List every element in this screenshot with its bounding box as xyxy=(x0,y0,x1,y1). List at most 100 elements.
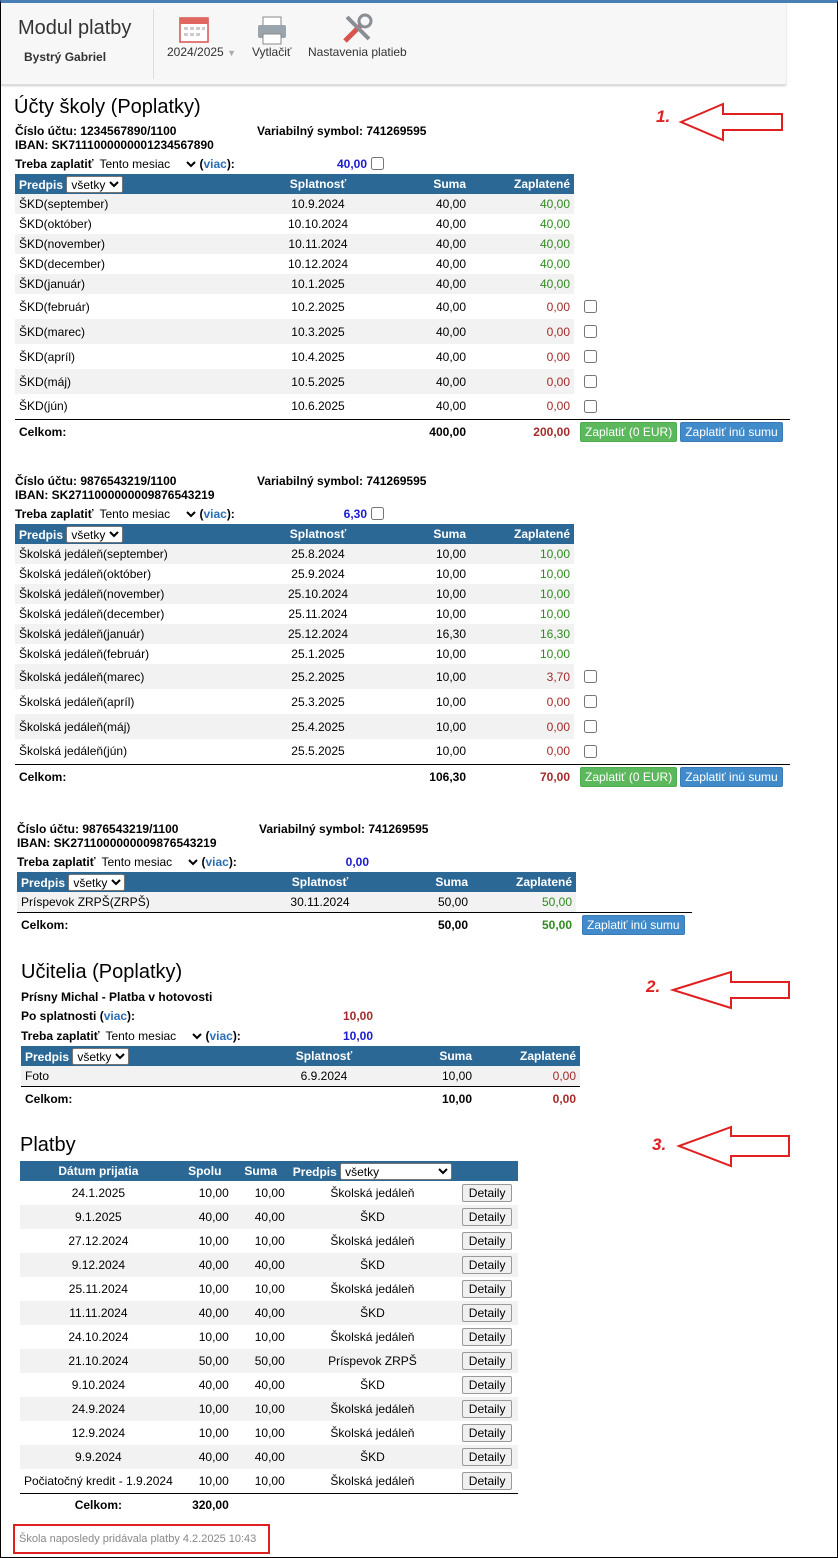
cell: Školská jedáleň(november) xyxy=(15,584,265,604)
checkbox[interactable] xyxy=(584,720,597,733)
pay-button[interactable]: Zaplatiť inú sumu xyxy=(680,767,783,788)
cell: ŠKD(január) xyxy=(15,274,265,294)
total-row: Celkom: 400,00 200,00 Zaplatiť (0 EUR) Zapla… xyxy=(15,418,790,445)
cell: 40,00 xyxy=(176,1301,233,1325)
cell: 40,00 xyxy=(176,1445,233,1469)
pay-button[interactable]: Zaplatiť (0 EUR) xyxy=(580,422,678,443)
details-button[interactable]: Detaily xyxy=(461,1184,513,1202)
fee-row: Školská jedáleň(november) 25.10.2024 10,00… xyxy=(15,584,790,604)
fee-row: ŠKD(marec) 10.3.2025 40,00 0,00 xyxy=(15,319,790,344)
details-button[interactable]: Detaily xyxy=(461,1280,513,1298)
calendar-icon[interactable] xyxy=(179,15,209,43)
checkbox[interactable] xyxy=(584,300,597,313)
details-button[interactable]: Detaily xyxy=(461,1256,513,1274)
print-label[interactable]: Vytlačiť xyxy=(252,45,292,59)
period-select[interactable]: Tento mesiac xyxy=(97,854,202,870)
cell: 0,00 xyxy=(546,349,570,364)
more-link[interactable]: viac xyxy=(209,1029,233,1043)
cell: 10,00 xyxy=(371,664,470,689)
cell: 10,00 xyxy=(198,1473,229,1488)
cell xyxy=(233,1493,289,1517)
total-label: Celkom: xyxy=(21,1085,271,1112)
checkbox[interactable] xyxy=(584,350,597,363)
iban: IBAN: SK7111000000001234567890 xyxy=(15,138,214,152)
cell xyxy=(574,344,790,369)
filter-select[interactable]: všetky xyxy=(72,1047,130,1065)
payment-row: 9.1.2025 40,00 40,00 ŠKD Detaily xyxy=(20,1205,519,1229)
print-icon[interactable] xyxy=(256,15,288,45)
details-button[interactable]: Detaily xyxy=(461,1304,513,1322)
cell: 0,00 xyxy=(546,399,570,414)
checkbox[interactable] xyxy=(584,695,597,708)
cell: 25.2.2025 xyxy=(265,664,371,689)
cell: 40,00 xyxy=(371,234,470,254)
more-link[interactable]: viac xyxy=(203,157,227,171)
filter-select[interactable]: všetky xyxy=(66,525,124,543)
pay-button[interactable]: Zaplatiť inú sumu xyxy=(582,915,685,936)
cell: 40,00 xyxy=(371,194,470,214)
cell: 10.12.2024 xyxy=(287,257,349,271)
period-select[interactable]: Tento mesiac xyxy=(95,156,200,172)
checkbox[interactable] xyxy=(371,507,384,520)
checkbox[interactable] xyxy=(584,399,597,413)
cell xyxy=(265,418,371,445)
year-selector[interactable]: 2024/2025 ▼ xyxy=(167,45,236,59)
settings-icon[interactable] xyxy=(341,13,373,45)
cell: 40,00 xyxy=(435,349,466,364)
details-button[interactable]: Detaily xyxy=(461,1471,513,1490)
account: Číslo účtu: 9876543219/1100 IBAN: SK27110… xyxy=(17,822,692,938)
payment-row: 24.9.2024 10,00 10,00 Školská jedáleň Detail… xyxy=(20,1397,519,1421)
cell: Školská jedáleň xyxy=(288,1397,457,1421)
filter-select[interactable]: všetky xyxy=(66,175,124,193)
details-button[interactable]: Detaily xyxy=(461,1448,513,1466)
cell: Školská jedáleň xyxy=(330,1186,415,1200)
cell: Školská jedáleň(január) xyxy=(15,624,265,644)
cell: 40,00 xyxy=(470,274,574,294)
checkbox[interactable] xyxy=(584,744,597,758)
settings-label[interactable]: Nastavenia platieb xyxy=(308,45,407,59)
pay-button[interactable]: Zaplatiť (0 EUR) xyxy=(580,767,678,788)
account-number: Číslo účtu: 9876543219/1100 xyxy=(17,822,179,836)
more-link[interactable]: viac xyxy=(203,507,227,521)
cell: 9.9.2024 xyxy=(20,1445,177,1469)
text: ( xyxy=(199,157,204,171)
column-label: Zaplatené xyxy=(519,1049,576,1063)
column-header: Zaplatené xyxy=(476,1046,580,1066)
more-link[interactable]: viac xyxy=(205,855,229,869)
cell: ŠKD(jún) xyxy=(19,399,68,414)
cell: Detaily xyxy=(456,1469,518,1493)
total-row: Celkom: 10,00 0,00 xyxy=(21,1085,580,1112)
checkbox[interactable] xyxy=(584,325,597,338)
details-button[interactable]: Detaily xyxy=(461,1376,513,1394)
cell: 3,70 xyxy=(470,664,574,689)
payment-row: 9.9.2024 40,00 40,00 ŠKD Detaily xyxy=(20,1445,519,1469)
spacer xyxy=(574,524,790,544)
column-header: Predpis všetky xyxy=(288,1161,457,1181)
checkbox[interactable] xyxy=(371,157,384,170)
cell: ŠKD xyxy=(288,1253,457,1277)
details-button[interactable]: Detaily xyxy=(461,1232,513,1250)
cell: 10,00 xyxy=(435,744,466,759)
checkbox[interactable] xyxy=(584,375,597,388)
cell: 10.1.2025 xyxy=(265,274,371,294)
cell: Detaily xyxy=(456,1373,518,1397)
cell xyxy=(574,584,790,604)
details-button[interactable]: Detaily xyxy=(461,1352,513,1370)
details-button[interactable]: Detaily xyxy=(461,1400,513,1418)
pay-button[interactable]: Zaplatiť inú sumu xyxy=(680,422,783,443)
cell: 40,00 xyxy=(435,217,466,231)
cell: 10,00 xyxy=(371,544,470,564)
separator xyxy=(153,9,154,79)
section-title: Učitelia (Poplatky) xyxy=(21,961,183,983)
more-link[interactable]: viac xyxy=(103,1009,128,1023)
details-button[interactable]: Detaily xyxy=(461,1328,513,1346)
details-button[interactable]: Detaily xyxy=(461,1208,513,1226)
checkbox[interactable] xyxy=(584,670,597,683)
filter-select[interactable]: všetky xyxy=(68,873,126,891)
cell: Školská jedáleň(september) xyxy=(15,544,265,564)
cell: 40,00 xyxy=(232,1253,289,1277)
period-select[interactable]: Tento mesiac xyxy=(101,1028,206,1044)
period-select[interactable]: Tento mesiac xyxy=(95,506,200,522)
filter-select[interactable]: všetky xyxy=(340,1162,453,1180)
details-button[interactable]: Detaily xyxy=(461,1424,513,1442)
